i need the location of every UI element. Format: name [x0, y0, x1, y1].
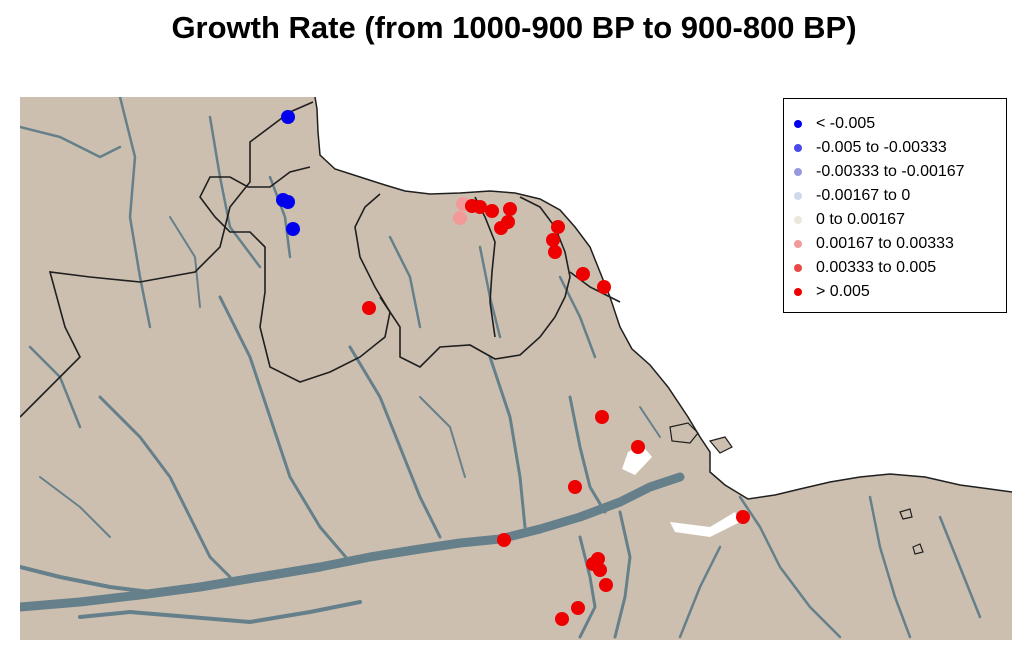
site-point: [591, 552, 605, 566]
site-point: [485, 204, 499, 218]
legend-label: -0.00333 to -0.00167: [816, 163, 965, 180]
legend-item: 0 to 0.00167: [794, 208, 905, 232]
legend-dot-icon: [794, 216, 802, 224]
legend-label: -0.005 to -0.00333: [816, 139, 947, 156]
island: [708, 436, 733, 454]
site-point: [631, 440, 645, 454]
legend-label: 0.00167 to 0.00333: [816, 235, 954, 252]
site-point: [503, 202, 517, 216]
site-point: [497, 533, 511, 547]
site-point: [453, 211, 467, 225]
site-point: [593, 563, 607, 577]
map-title: Growth Rate (from 1000-900 BP to 900-800…: [171, 10, 857, 45]
legend-item: > 0.005: [794, 280, 870, 304]
legend-item: 0.00333 to 0.005: [794, 256, 936, 280]
island: [669, 422, 699, 444]
legend-label: 0 to 0.00167: [816, 211, 905, 228]
site-point: [599, 578, 613, 592]
estuary-water: [670, 512, 740, 537]
river-network: [20, 97, 982, 639]
island: [912, 543, 924, 555]
legend: < -0.005 -0.005 to -0.00333 -0.00333 to …: [783, 98, 1007, 313]
legend-dot-icon: [794, 264, 802, 272]
legend-item: -0.00333 to -0.00167: [794, 160, 965, 184]
site-point: [548, 245, 562, 259]
legend-dot-icon: [794, 144, 802, 152]
site-point: [494, 221, 508, 235]
country-borders: [20, 101, 621, 418]
site-point: [546, 233, 560, 247]
site-point: [281, 195, 295, 209]
legend-label: -0.00167 to 0: [816, 187, 911, 204]
legend-dot-icon: [794, 288, 802, 296]
legend-dot-icon: [794, 120, 802, 128]
site-point: [571, 601, 585, 615]
legend-label: 0.00333 to 0.005: [816, 259, 937, 276]
site-points: [276, 110, 750, 626]
legend-item: -0.005 to -0.00333: [794, 136, 947, 160]
island: [899, 508, 913, 520]
site-point: [576, 267, 590, 281]
site-point: [736, 510, 750, 524]
site-point: [597, 280, 611, 294]
legend-dot-icon: [794, 168, 802, 176]
site-point: [551, 220, 565, 234]
legend-label: < -0.005: [816, 115, 876, 132]
legend-label: > 0.005: [816, 283, 870, 300]
legend-item: < -0.005: [794, 112, 875, 136]
site-point: [281, 110, 295, 124]
legend-dot-icon: [794, 192, 802, 200]
estuary-water: [622, 445, 652, 475]
site-point: [286, 222, 300, 236]
legend-item: 0.00167 to 0.00333: [794, 232, 954, 256]
site-point: [568, 480, 582, 494]
site-point: [555, 612, 569, 626]
site-point: [362, 301, 376, 315]
coastline: [314, 97, 1012, 500]
legend-dot-icon: [794, 240, 802, 248]
legend-item: -0.00167 to 0: [794, 184, 910, 208]
site-point: [473, 200, 487, 214]
site-point: [595, 410, 609, 424]
